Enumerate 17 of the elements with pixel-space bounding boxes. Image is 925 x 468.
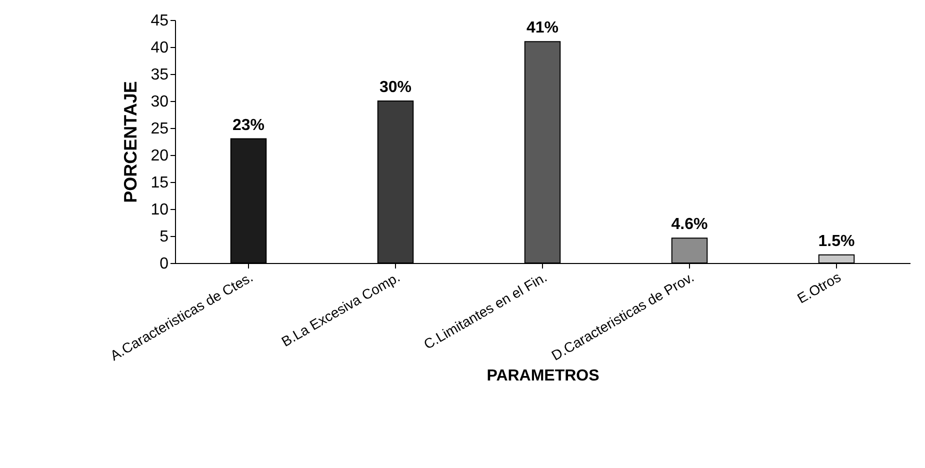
data-label: 1.5%	[818, 232, 855, 250]
data-label: 4.6%	[671, 216, 708, 234]
y-tick-label: 10	[150, 202, 169, 218]
y-tick-label: 25	[150, 120, 169, 138]
data-label: 41%	[526, 20, 559, 37]
x-axis-title: PARAMETROS	[486, 368, 600, 385]
y-tick-label: 15	[150, 174, 169, 192]
data-label: 30%	[379, 79, 412, 96]
data-label: 23%	[232, 116, 265, 134]
y-tick-label: 45	[150, 12, 169, 30]
y-axis-title: PORCENTAJE	[120, 81, 141, 203]
y-tick-label: 30	[150, 94, 169, 110]
y-tick-label: 35	[150, 66, 169, 84]
y-tick-label: 5	[160, 228, 169, 246]
y-tick-label: 40	[150, 40, 169, 56]
y-tick-label: 20	[150, 148, 169, 164]
y-tick-label: 0	[160, 256, 169, 272]
